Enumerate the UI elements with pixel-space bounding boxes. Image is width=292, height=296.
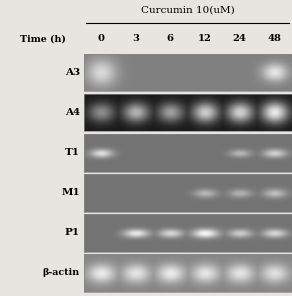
Text: Time (h): Time (h) <box>20 34 66 43</box>
Text: A3: A3 <box>65 68 80 77</box>
Text: 24: 24 <box>233 34 247 43</box>
Text: M1: M1 <box>61 188 80 197</box>
Text: 3: 3 <box>132 34 139 43</box>
Text: β-actin: β-actin <box>43 268 80 277</box>
Text: P1: P1 <box>65 229 80 237</box>
Text: A4: A4 <box>65 108 80 117</box>
Text: T1: T1 <box>65 148 80 157</box>
Text: 0: 0 <box>97 34 104 43</box>
Text: 6: 6 <box>167 34 174 43</box>
Text: 48: 48 <box>268 34 281 43</box>
Text: 12: 12 <box>198 34 212 43</box>
Text: Curcumin 10(uM): Curcumin 10(uM) <box>141 5 234 14</box>
